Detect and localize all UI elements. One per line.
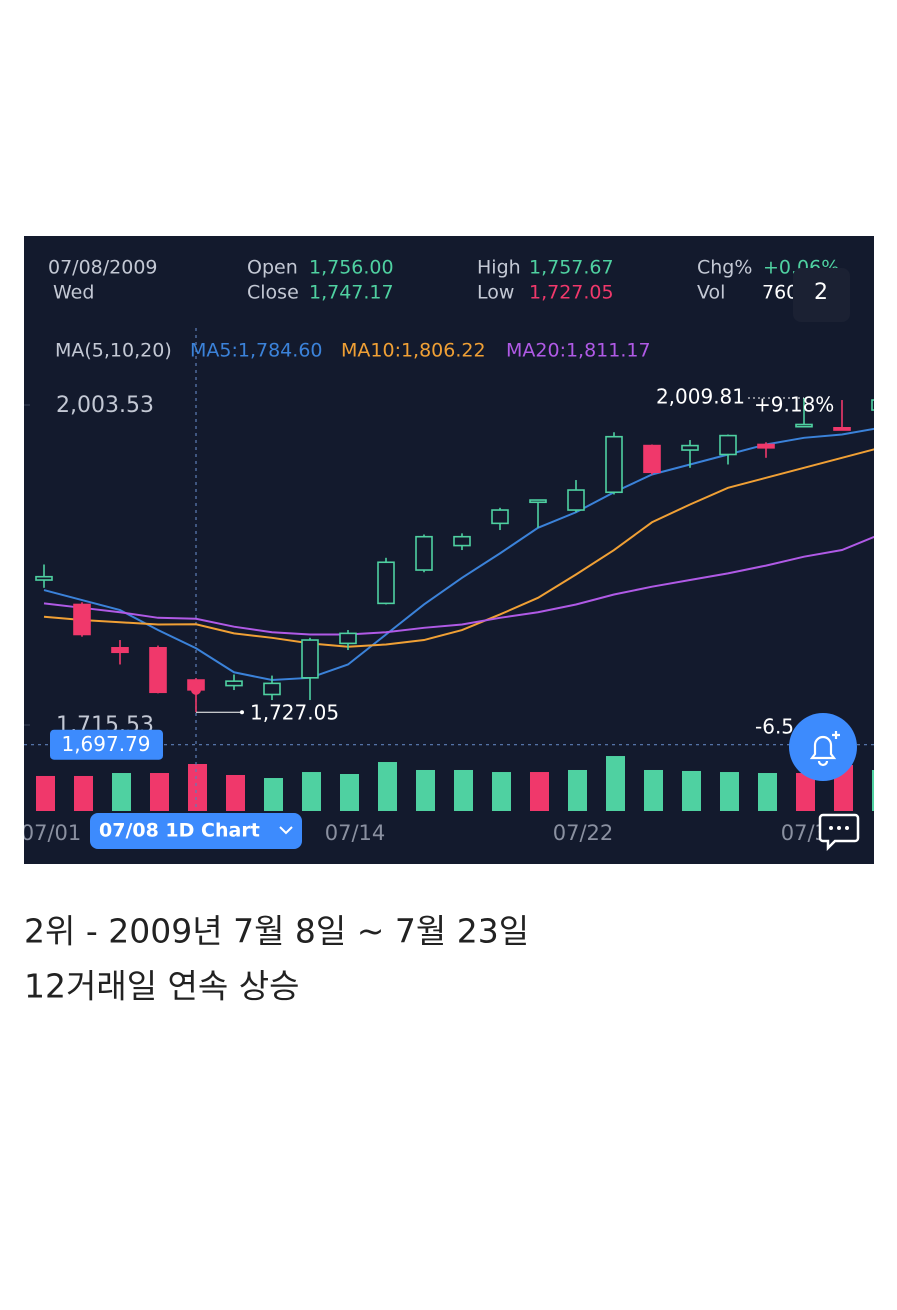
volume-bar [112, 773, 131, 811]
volume-bar [226, 774, 245, 811]
volume-bar [74, 775, 93, 811]
ma-line [43, 448, 874, 648]
candle-body [643, 444, 661, 474]
alert-button[interactable] [789, 713, 857, 781]
candle-body [377, 561, 395, 605]
volume-bar [302, 772, 321, 811]
candle-body [491, 509, 509, 525]
volume-bar [568, 769, 587, 811]
volume-bar [758, 773, 777, 811]
crosshair-price: 1,697.79 [61, 732, 150, 756]
volume-bar [530, 772, 549, 811]
high-label: High [477, 257, 521, 279]
bell-icon [809, 735, 837, 767]
open-value: 1,756.00 [309, 257, 394, 279]
range-high: +9.18% [754, 393, 834, 417]
candle-body [263, 682, 281, 696]
volume-bar [606, 756, 625, 811]
candle-body [339, 632, 357, 645]
ma-line [43, 427, 874, 682]
weekday: Wed [53, 282, 94, 304]
chat-dot [845, 826, 849, 830]
candle-body [871, 399, 874, 411]
chg-label: Chg% [697, 257, 752, 279]
close-value: 1,747.17 [309, 282, 394, 304]
candle-body [73, 603, 91, 636]
candle-body [833, 427, 851, 431]
volume-bar [796, 773, 815, 811]
candle-body [757, 443, 775, 449]
candle-body [529, 499, 547, 504]
range-low: -6.5 [755, 715, 794, 739]
chat-dot [837, 826, 841, 830]
date: 07/08/2009 [48, 257, 158, 279]
open-label: Open [247, 257, 298, 279]
volume-bar [416, 769, 435, 811]
volume-bar [36, 775, 55, 811]
x-tick-label: 07/14 [325, 821, 386, 845]
low-value: 1,727.05 [529, 282, 614, 304]
volume-bar [492, 772, 511, 811]
candle-body [415, 535, 433, 571]
vol-label: Vol [697, 282, 725, 304]
candle-body [111, 647, 129, 654]
chart-period-label: 07/08 1D Chart [99, 820, 260, 842]
caption-line: 12거래일 연속 상승 [24, 967, 300, 1006]
candle-body [795, 423, 813, 428]
candle-body [35, 575, 53, 581]
badge[interactable] [793, 268, 850, 322]
x-tick-label: 07/22 [553, 821, 614, 845]
candle-body [605, 435, 623, 494]
chart-period-button[interactable] [90, 813, 302, 849]
candle-body [681, 444, 699, 451]
plus-icon [832, 731, 840, 739]
legend-entry: MA10:1,806.22 [341, 340, 486, 362]
candle-body [719, 434, 737, 456]
selected-dot [191, 684, 201, 695]
high-label: 2,009.81 [656, 385, 745, 409]
chat-dot [829, 826, 833, 830]
low-leader-dot [240, 710, 244, 715]
crosshair-price-box [50, 729, 163, 760]
candle-body [453, 535, 471, 547]
close-label: Close [247, 282, 299, 304]
volume-bar [378, 762, 397, 811]
volume-bar [340, 774, 359, 811]
volume-bar [720, 772, 739, 811]
y-tick-label: 2,003.53 [56, 393, 154, 418]
volume-bar [644, 769, 663, 811]
volume-bar [872, 769, 874, 811]
chat-button[interactable] [818, 813, 860, 852]
volume-bar [682, 770, 701, 811]
ma-title: MA(5,10,20) [55, 340, 172, 362]
candle-body [301, 639, 319, 679]
caption-line: 2위 - 2009년 7월 8일 ~ 7월 23일 [24, 912, 529, 951]
candle-body [567, 489, 585, 511]
legend-entry: MA20:1,811.17 [506, 340, 651, 362]
chevron-icon [279, 826, 293, 835]
high-value: 1,757.67 [529, 257, 614, 279]
chart-background [24, 236, 874, 864]
ma-line [43, 535, 874, 636]
volume-bar [264, 778, 283, 811]
legend-entry: MA5:1,784.60 [190, 340, 323, 362]
volume-bar [150, 773, 169, 811]
badge-count: 2 [814, 280, 828, 305]
candle-body [225, 680, 243, 687]
x-tick-label: 07/01 [21, 821, 82, 845]
volume-bar [188, 764, 207, 811]
low-label: 1,727.05 [250, 701, 339, 725]
chart: 07/08/2009 Wed Open 1,756.00 Close 1,747… [21, 257, 874, 852]
low-label: Low [477, 282, 514, 304]
volume-bar [454, 769, 473, 811]
candle-body [149, 647, 167, 694]
